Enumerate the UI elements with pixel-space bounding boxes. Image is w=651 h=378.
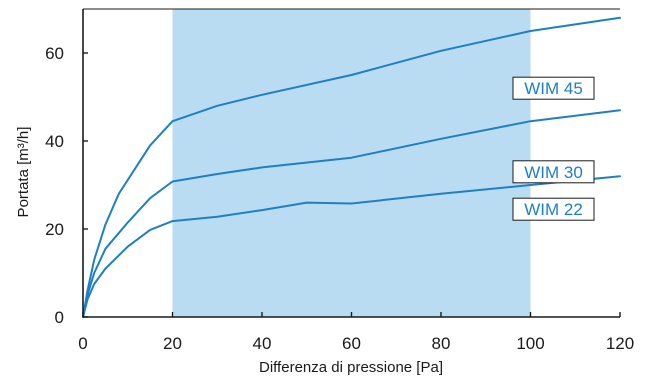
series-label: WIM 30 bbox=[524, 163, 583, 182]
series-label: WIM 45 bbox=[524, 79, 583, 98]
x-tick-label: 100 bbox=[516, 334, 544, 353]
series-label: WIM 22 bbox=[524, 200, 583, 219]
series-layer bbox=[82, 16, 621, 318]
y-tick-label: 40 bbox=[45, 132, 64, 151]
y-tick-label: 20 bbox=[45, 220, 64, 239]
x-axis-label: Differenza di pressione [Pa] bbox=[259, 359, 443, 376]
y-tick-label: 0 bbox=[55, 308, 64, 327]
axes-layer bbox=[82, 8, 621, 318]
x-tick-label: 120 bbox=[606, 334, 634, 353]
series-line-wim-30 bbox=[82, 109, 621, 318]
series-label-box bbox=[512, 76, 595, 100]
series-line-wim-45 bbox=[82, 16, 621, 318]
x-tick-label: 0 bbox=[78, 334, 87, 353]
y-tick-label: 60 bbox=[45, 44, 64, 63]
x-tick-label: 60 bbox=[342, 334, 361, 353]
highlight-band-layer bbox=[172, 9, 531, 317]
x-tick-label: 40 bbox=[253, 334, 272, 353]
x-tick-label: 80 bbox=[432, 334, 451, 353]
series-label-box bbox=[512, 160, 595, 184]
series-labels-layer: WIM 45 WIM 30 WIM 22 bbox=[512, 76, 595, 221]
tick-labels-layer: 0 20 40 60 80 100 120 0 20 40 60 bbox=[45, 44, 634, 353]
series-label-box bbox=[512, 197, 595, 221]
highlight-band bbox=[172, 9, 531, 317]
y-axis-label: Portata [m³/h] bbox=[15, 127, 32, 218]
series-line-wim-22 bbox=[82, 175, 621, 318]
x-tick-label: 20 bbox=[163, 334, 182, 353]
